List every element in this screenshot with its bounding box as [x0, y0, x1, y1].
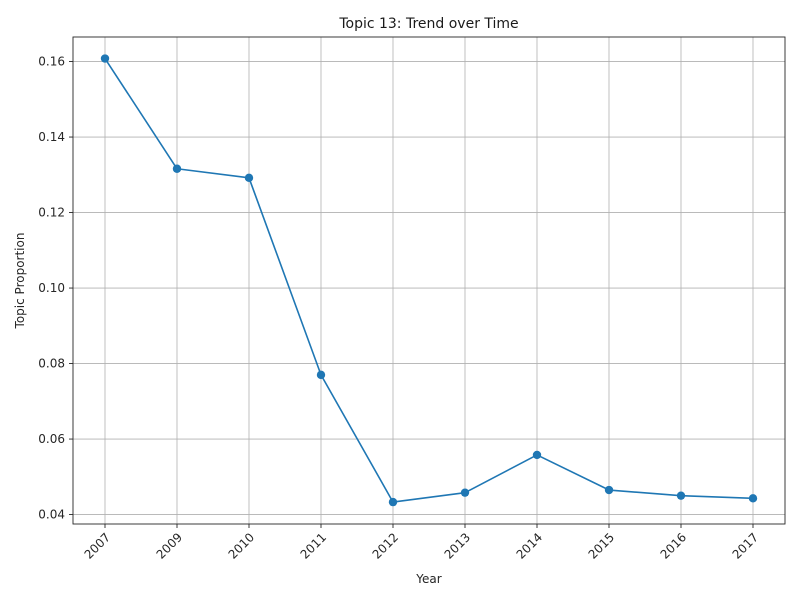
data-point: [388, 497, 398, 507]
data-point: [676, 491, 686, 500]
x-tick-label: 2012: [370, 530, 401, 561]
y-tick-label: 0.16: [38, 55, 65, 69]
data-point: [316, 370, 326, 380]
x-tick-label: 2011: [298, 530, 329, 561]
series-line: [104, 58, 754, 503]
data-point: [460, 488, 470, 497]
y-tick-label: 0.04: [38, 508, 65, 522]
x-tick-label: 2009: [154, 530, 185, 561]
plot-frame: [72, 36, 786, 525]
y-tick-label: 0.12: [38, 206, 65, 220]
x-axis: 2007 2009 2010 2011 2012 2013 2014 2015 2016 2017: [82, 524, 761, 562]
data-point: [100, 54, 110, 63]
data-point: [604, 485, 614, 495]
data-point: [172, 164, 182, 173]
data-point: [244, 173, 254, 183]
y-axis-title: Topic Proportion: [13, 233, 27, 330]
x-tick-label: 2015: [586, 530, 617, 561]
x-tick-label: 2010: [226, 530, 257, 561]
x-tick-label: 2016: [658, 530, 689, 561]
y-tick-label: 0.08: [38, 357, 65, 371]
x-tick-label: 2007: [82, 530, 113, 561]
data-point: [748, 494, 758, 503]
x-tick-label: 2014: [514, 530, 545, 561]
grid: [73, 37, 785, 524]
y-tick-label: 0.06: [38, 432, 65, 446]
data-point: [532, 450, 542, 460]
y-axis: 0.04 0.06 0.08 0.10 0.12 0.14 0.16: [38, 55, 73, 522]
x-tick-label: 2013: [442, 530, 473, 561]
x-tick-label: 2017: [730, 530, 761, 561]
series-group: [100, 54, 758, 507]
x-axis-title: Year: [415, 572, 441, 586]
chart-title: Topic 13: Trend over Time: [338, 16, 518, 32]
y-tick-label: 0.10: [38, 281, 65, 295]
y-tick-label: 0.14: [38, 130, 65, 144]
